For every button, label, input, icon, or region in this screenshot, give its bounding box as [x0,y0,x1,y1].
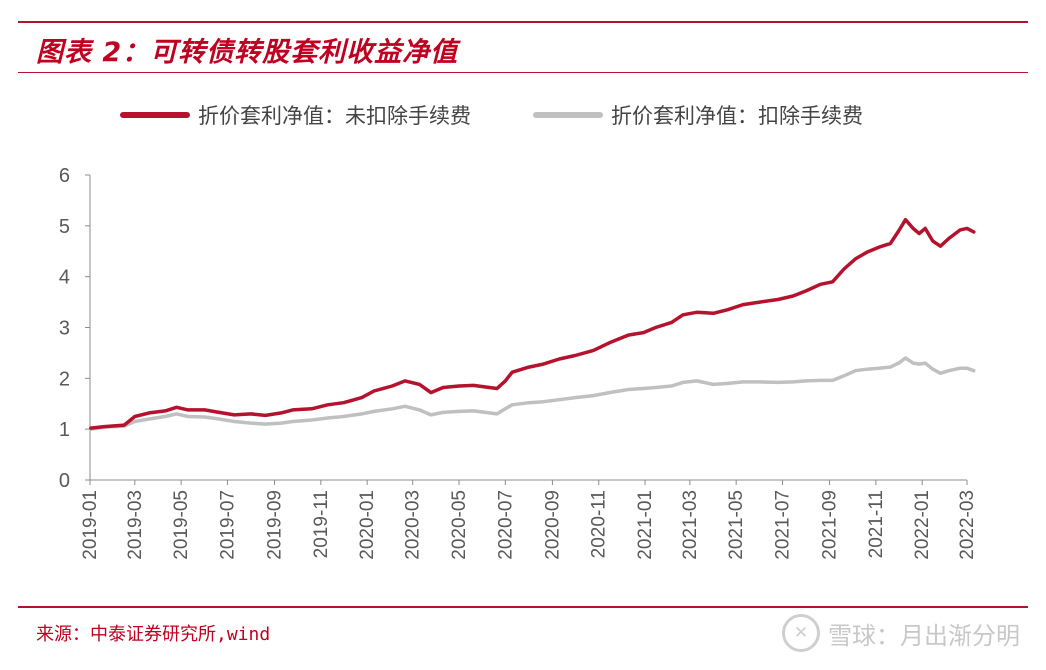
y-tick-label: 5 [59,216,70,238]
figure-title: 图表 2：可转债转股套利收益净值 [36,37,459,68]
legend-swatch-series-1 [120,112,190,118]
y-tick-label: 6 [59,165,70,187]
x-tick-label: 2021-09 [820,490,841,560]
legend-item-series-1: 折价套利净值：未扣除手续费 [120,100,471,130]
x-tick-label: 2019-03 [125,490,146,560]
legend-item-series-2: 折价套利净值：扣除手续费 [533,100,863,130]
title-underline [18,72,1028,73]
bottom-rule [18,606,1028,608]
x-tick-label: 2020-11 [589,490,610,558]
xueqiu-logo-icon: ✕ [782,614,820,652]
y-tick-label: 3 [59,318,70,340]
legend-label-series-1: 折价套利净值：未扣除手续费 [198,104,471,128]
x-tick-label: 2020-01 [357,490,378,560]
chart-legend: 折价套利净值：未扣除手续费 折价套利净值：扣除手续费 [120,100,925,130]
x-tick-label: 2021-01 [635,490,656,560]
x-tick-label: 2021-07 [772,490,793,560]
legend-label-series-2: 折价套利净值：扣除手续费 [611,104,863,128]
y-tick-label: 2 [59,368,70,390]
y-tick-label: 1 [59,419,70,441]
x-tick-label: 2019-01 [80,490,101,560]
x-tick-label: 2021-03 [680,490,701,560]
x-tick-label: 2021-05 [726,490,747,560]
series-line-1 [89,217,976,430]
x-tick-label: 2020-03 [403,490,424,560]
x-tick-label: 2022-03 [957,490,978,560]
y-tick-label: 4 [59,267,70,289]
x-tick-label: 2019-11 [311,490,332,558]
x-tick-label: 2020-05 [449,490,470,560]
x-tick-label: 2020-09 [542,490,563,560]
x-tick-label: 2021-11 [866,490,887,558]
top-rule [18,21,1028,23]
legend-swatch-series-2 [533,112,603,118]
watermark: ✕ 雪球：月出渐分明 [782,614,1020,652]
x-tick-label: 2019-09 [265,490,286,560]
watermark-text: 雪球：月出渐分明 [828,621,1020,650]
x-tick-label: 2019-07 [217,490,238,560]
x-tick-label: 2022-01 [912,490,933,560]
x-tick-label: 2020-07 [495,490,516,560]
x-tick-label: 2019-05 [171,490,192,560]
series-line-2 [89,356,976,431]
y-tick-label: 0 [59,470,70,492]
source-note: 来源：中泰证券研究所,wind [36,624,271,645]
